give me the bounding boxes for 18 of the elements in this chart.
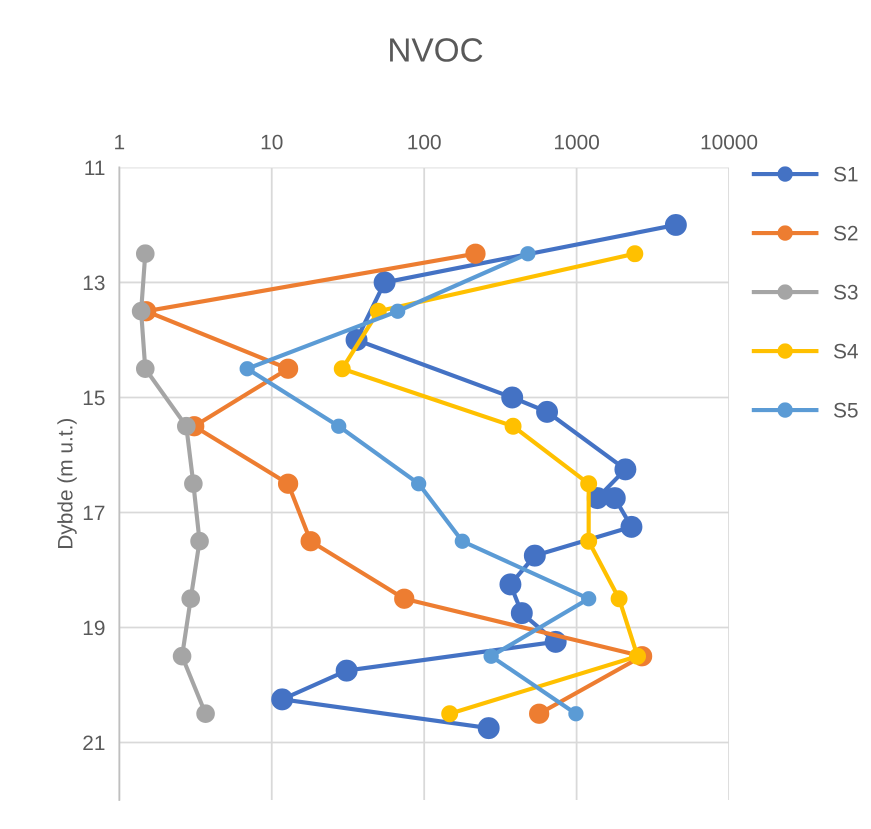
- x-tick-label: 10000: [702, 134, 758, 150]
- x-tick-label: 1000: [555, 134, 599, 150]
- x-tick-label: 1: [115, 134, 124, 150]
- y-tick-label: 21: [83, 735, 104, 750]
- y-tick-label: 13: [84, 275, 105, 290]
- legend-label: S3: [834, 284, 858, 300]
- y-axis-title: Dybde (m u.t.): [57, 419, 77, 548]
- legend-label: S2: [834, 226, 858, 241]
- x-tick-label: 10: [262, 134, 283, 150]
- y-tick-label: 17: [84, 506, 104, 520]
- y-tick-label: 11: [85, 160, 104, 176]
- legend-label: S1: [834, 166, 858, 182]
- legend-label: S5: [834, 402, 858, 418]
- y-tick-label: 19: [84, 620, 104, 636]
- y-tick-label: 15: [84, 390, 105, 406]
- legend-label: S4: [834, 344, 858, 359]
- chart-title: NVOC: [390, 38, 482, 62]
- x-tick-label: 100: [408, 134, 441, 150]
